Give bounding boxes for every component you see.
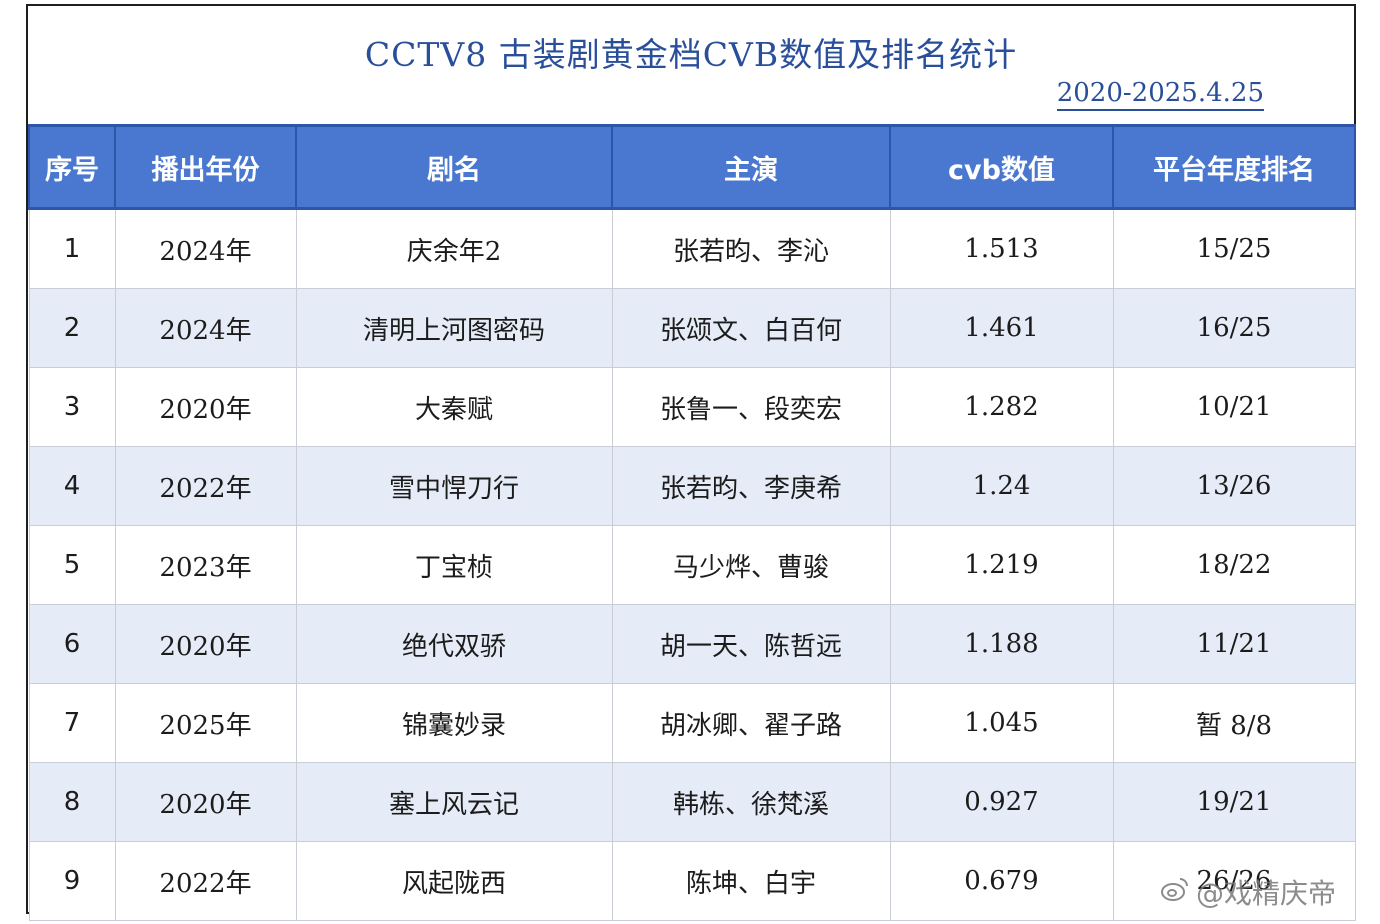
- date-range: 2020-2025.4.25: [1056, 78, 1264, 111]
- header-cell: 播出年份: [114, 124, 297, 210]
- table-cell: 19/21: [1112, 762, 1356, 842]
- table-cell: 锦囊妙录: [295, 683, 613, 763]
- table-cell: 1.513: [889, 208, 1114, 289]
- table-cell: 26/26: [1112, 841, 1356, 921]
- header-cell: 序号: [28, 124, 116, 210]
- table-cell: 2020年: [114, 367, 297, 447]
- table-cell: 7: [28, 683, 116, 763]
- table-cell: 张颂文、白百何: [611, 288, 891, 368]
- table-cell: 13/26: [1112, 446, 1356, 526]
- table-cell: 3: [28, 367, 116, 447]
- table-cell: 韩栋、徐梵溪: [611, 762, 891, 842]
- table-row: 6 2020年 绝代双骄 胡一天、陈哲远 1.188 11/21: [28, 604, 1356, 684]
- table-frame: CCTV8 古装剧黄金档CVB数值及排名统计 2020-2025.4.25 序号…: [26, 4, 1356, 921]
- table-cell: 大秦赋: [295, 367, 613, 447]
- table-cell: 2020年: [114, 762, 297, 842]
- table-cell: 11/21: [1112, 604, 1356, 684]
- table-cell: 暂 8/8: [1112, 683, 1356, 763]
- header-cell: 平台年度排名: [1112, 124, 1356, 210]
- table-cell: 张若昀、李庚希: [611, 446, 891, 526]
- table-cell: 2023年: [114, 525, 297, 605]
- table-row: 2 2024年 清明上河图密码 张颂文、白百何 1.461 16/25: [28, 288, 1356, 368]
- table-cell: 雪中悍刀行: [295, 446, 613, 526]
- table-cell: 2024年: [114, 288, 297, 368]
- table-cell: 胡一天、陈哲远: [611, 604, 891, 684]
- table-row: 7 2025年 锦囊妙录 胡冰卿、翟子路 1.045 暂 8/8: [28, 683, 1356, 763]
- table-row: 4 2022年 雪中悍刀行 张若昀、李庚希 1.24 13/26: [28, 446, 1356, 526]
- header-cell: 剧名: [295, 124, 613, 210]
- page-title: CCTV8 古装剧黄金档CVB数值及排名统计: [364, 35, 1018, 74]
- table-cell: 1.188: [889, 604, 1114, 684]
- table-cell: 1.219: [889, 525, 1114, 605]
- table-cell: 2022年: [114, 446, 297, 526]
- table-cell: 8: [28, 762, 116, 842]
- table-cell: 1: [28, 208, 116, 289]
- table-cell: 2025年: [114, 683, 297, 763]
- table-cell: 15/25: [1112, 208, 1356, 289]
- table-cell: 10/21: [1112, 367, 1356, 447]
- table-cell: 张若昀、李沁: [611, 208, 891, 289]
- table-cell: 张鲁一、段奕宏: [611, 367, 891, 447]
- table-row: 5 2023年 丁宝桢 马少烨、曹骏 1.219 18/22: [28, 525, 1356, 605]
- table-cell: 16/25: [1112, 288, 1356, 368]
- table-cell: 2024年: [114, 208, 297, 289]
- table-cell: 0.679: [889, 841, 1114, 921]
- table-row: 1 2024年 庆余年2 张若昀、李沁 1.513 15/25: [28, 208, 1356, 289]
- table-cell: 9: [28, 841, 116, 921]
- table-row: 8 2020年 塞上风云记 韩栋、徐梵溪 0.927 19/21: [28, 762, 1356, 842]
- table-cell: 6: [28, 604, 116, 684]
- table-cell: 2020年: [114, 604, 297, 684]
- table-cell: 马少烨、曹骏: [611, 525, 891, 605]
- header-cell: cvb数值: [889, 124, 1114, 210]
- table-cell: 1.461: [889, 288, 1114, 368]
- table-cell: 塞上风云记: [295, 762, 613, 842]
- table-cell: 18/22: [1112, 525, 1356, 605]
- table-cell: 0.927: [889, 762, 1114, 842]
- table-cell: 2: [28, 288, 116, 368]
- header-cell: 主演: [611, 124, 891, 210]
- table-row: 9 2022年 风起陇西 陈坤、白宇 0.679 26/26: [28, 841, 1356, 921]
- table-cell: 5: [28, 525, 116, 605]
- weibo-icon: [1161, 878, 1188, 901]
- table-cell: 1.24: [889, 446, 1114, 526]
- table-cell: 1.045: [889, 683, 1114, 763]
- table-cell: 绝代双骄: [295, 604, 613, 684]
- table-cell: 清明上河图密码: [295, 288, 613, 368]
- watermark: @戏精庆帝: [1196, 877, 1337, 910]
- table-cell: 4: [28, 446, 116, 526]
- table-row: 3 2020年 大秦赋 张鲁一、段奕宏 1.282 10/21: [28, 367, 1356, 447]
- table-cell: 1.282: [889, 367, 1114, 447]
- table-cell: 庆余年2: [295, 208, 613, 289]
- table-cell: 风起陇西: [295, 841, 613, 921]
- table-cell: 2022年: [114, 841, 297, 921]
- table-cell: 胡冰卿、翟子路: [611, 683, 891, 763]
- table-cell: 陈坤、白宇: [611, 841, 891, 921]
- header-row: 序号 播出年份 剧名 主演 cvb数值 平台年度排名: [28, 124, 1356, 210]
- table-cell: 丁宝桢: [295, 525, 613, 605]
- data-table: 序号 播出年份 剧名 主演 cvb数值 平台年度排名 1 2024年 庆余年2 张若昀…: [28, 124, 1356, 921]
